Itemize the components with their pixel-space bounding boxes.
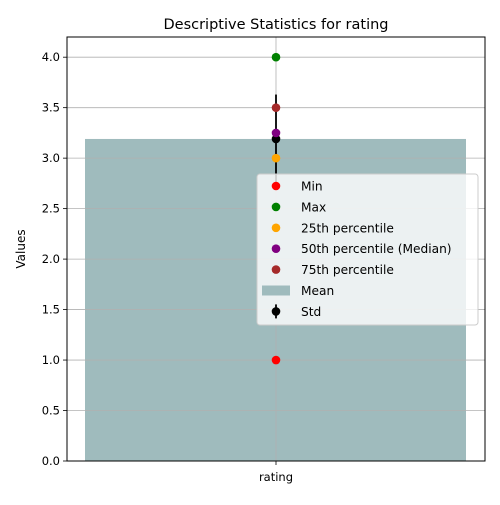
y-tick-label: 3.5 [42, 101, 60, 115]
axis-layer: 0.0 0.5 1.0 1.5 2.0 2.5 3.0 3.5 4.0 rating [42, 50, 293, 484]
legend-handle-patch [262, 285, 290, 296]
legend-label: 50th percentile (Median) [301, 242, 452, 256]
y-tick-label: 0.5 [42, 404, 60, 418]
y-axis-label: Values [14, 229, 28, 268]
legend-box [256, 173, 479, 326]
legend-handle-marker [271, 181, 281, 191]
marker-25th-percentile [271, 153, 281, 163]
y-tick-label: 2.5 [42, 202, 60, 216]
legend-handle-marker [271, 202, 281, 212]
marker-max [271, 52, 281, 62]
legend-handle-marker [271, 244, 281, 253]
y-tick-label: 1.0 [42, 353, 60, 367]
legend-handle-marker [271, 265, 281, 274]
x-tick-label: rating [259, 470, 293, 484]
legend: Min Max 25th percentile 50th percentile (Me… [256, 173, 479, 326]
marker-50th-percentile-median [271, 128, 281, 138]
std-mean-point [271, 134, 281, 144]
legend-label: Min [301, 180, 323, 194]
legend-label: Std [301, 305, 321, 319]
legend-handle-marker [271, 223, 281, 233]
legend-handle-errorpoint [271, 307, 281, 316]
legend-label: 75th percentile [301, 263, 394, 277]
chart-title: Descriptive Statistics for rating [163, 17, 388, 33]
legend-label: Mean [301, 284, 334, 298]
legend-label: 25th percentile [301, 221, 394, 235]
y-tick-label: 4.0 [42, 50, 60, 64]
y-tick-label: 3.0 [42, 151, 60, 165]
marker-75th-percentile [271, 103, 281, 112]
marker-layer [271, 52, 281, 365]
legend-label: Max [301, 200, 326, 214]
y-tick-label: 1.5 [42, 303, 60, 317]
y-tick-label: 2.0 [42, 252, 60, 266]
y-tick-label: 0.0 [42, 454, 60, 468]
marker-min [271, 355, 281, 365]
